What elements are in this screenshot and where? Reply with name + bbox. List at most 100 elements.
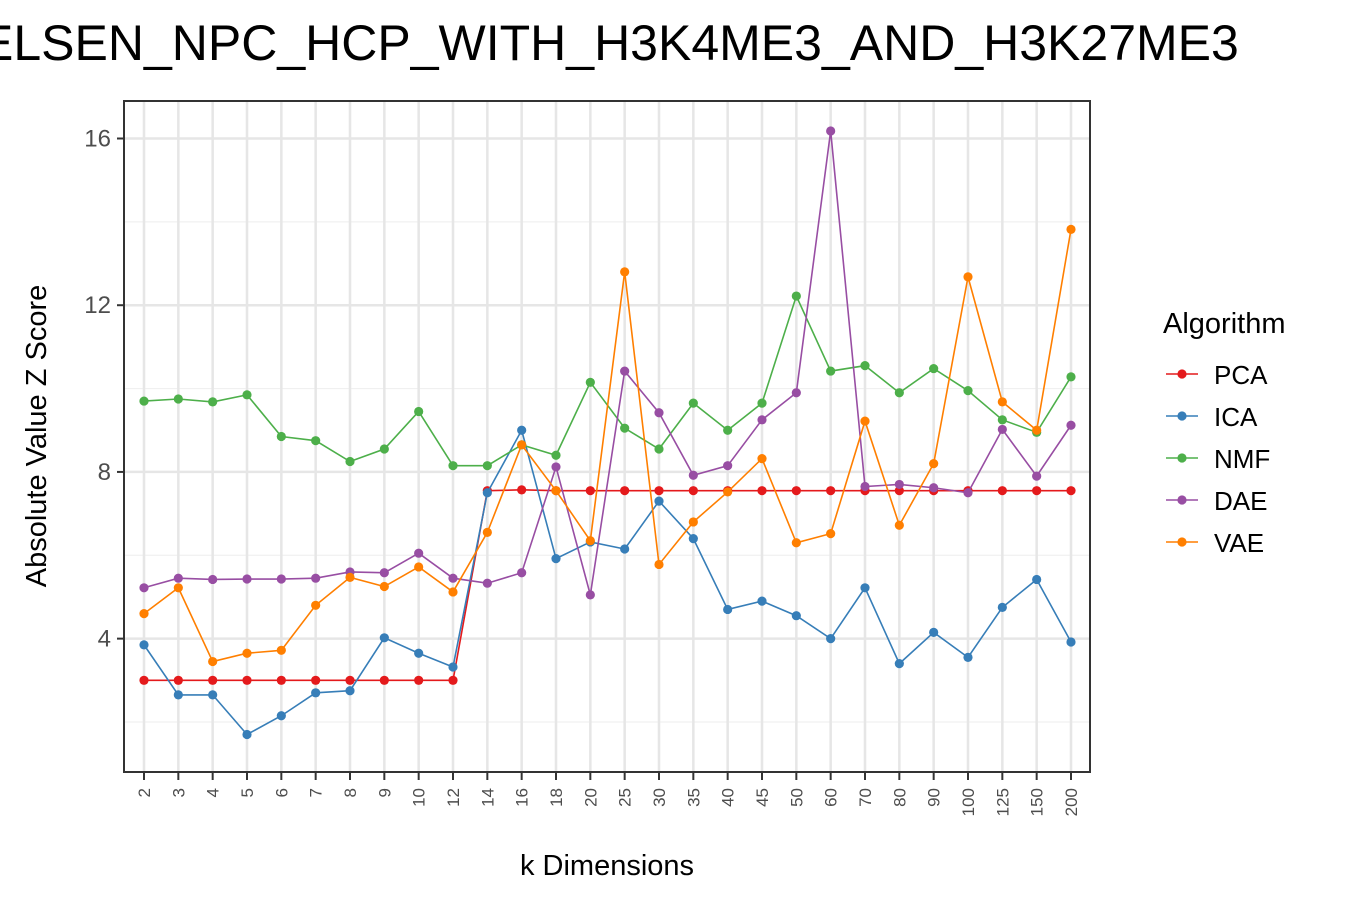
data-point-vae [963,272,973,282]
data-point-dae [448,573,458,583]
data-point-pca [345,675,355,685]
x-tick-label: 20 [581,788,600,807]
data-point-pca [688,486,698,496]
x-tick-label: 6 [272,788,291,797]
data-point-nmf [791,291,801,301]
series-line-ica [143,428,1072,736]
data-point-ica [414,648,424,658]
x-tick-label: 12 [444,788,463,807]
x-tick-label: 40 [719,788,738,807]
data-point-ica [997,602,1007,612]
data-point-ica [723,604,733,615]
data-point-pca [997,486,1007,496]
y-tick-label: 16 [84,126,111,153]
data-point-ica [791,611,801,621]
data-point-vae [1066,224,1076,234]
data-point-nmf [620,423,630,433]
data-point-pca [791,486,801,496]
x-tick-label: 35 [684,788,703,807]
data-point-nmf [139,396,149,406]
data-point-vae [173,583,183,593]
data-point-pca [654,486,664,496]
data-point-pca [139,675,149,685]
x-tick-label: 80 [890,788,909,807]
x-tick-label: 14 [478,788,497,807]
series-line-vae [143,229,1072,663]
data-point-nmf [1066,372,1076,382]
plot-panel-border [123,100,1091,773]
data-point-pca [173,675,183,685]
data-point-vae [448,587,458,597]
data-point-dae [826,126,836,136]
data-point-ica [826,634,836,644]
x-tick-label: 2 [135,788,154,797]
data-point-ica [1032,574,1042,585]
data-point-pca [208,675,218,685]
data-point-nmf [894,388,904,398]
data-point-vae [276,645,286,655]
data-point-dae [551,462,561,472]
data-point-vae [860,416,870,426]
x-tick-label: 60 [822,788,841,807]
x-tick-label: 18 [547,788,566,807]
legend: Algorithm PCA ICA NMF DAE VAE [1163,308,1286,558]
data-point-dae [517,568,527,578]
data-point-nmf [929,363,939,374]
data-point-dae [791,388,801,398]
data-point-dae [997,424,1007,435]
data-point-nmf [311,436,321,446]
data-point-vae [585,536,595,546]
data-point-vae [379,581,389,592]
data-point-vae [242,648,252,658]
data-point-vae [688,517,698,527]
data-point-ica [860,583,870,593]
data-point-dae [654,408,664,418]
data-point-ica [345,686,355,696]
x-tick-label: 90 [925,788,944,807]
data-point-nmf [345,456,355,467]
data-point-nmf [654,444,664,454]
series-line-pca [144,489,1071,682]
data-point-nmf [276,431,286,442]
data-point-vae [517,440,527,450]
legend-key-point [1177,537,1187,547]
data-point-ica [894,659,904,669]
series-dae [139,126,1076,600]
series-line-dae [143,130,1072,596]
data-point-dae [482,578,492,588]
data-point-vae [1032,425,1042,435]
x-tick-label: 7 [307,788,326,797]
data-point-pca [276,675,286,685]
x-axis: 2 3 4 5 6 7 8 9 10 12 14 16 18 20 25 30 35 40 45 50 60 70 80 90… [135,772,1081,816]
legend-label: DAE [1214,486,1267,516]
data-point-ica [242,729,252,740]
data-point-ica [551,554,561,564]
data-point-pca [585,486,595,496]
data-point-pca [242,675,252,685]
x-tick-label: 45 [753,788,772,807]
chart-title-text: ELSEN_NPC_HCP_WITH_H3K4ME3_AND_H3K27ME3 [0,15,1239,71]
data-point-nmf [860,361,870,371]
data-point-pca [1066,486,1076,496]
legend-title: Algorithm [1163,308,1286,340]
data-point-vae [139,609,149,619]
data-point-vae [929,458,939,469]
x-tick-label: 70 [856,788,875,807]
data-point-dae [585,590,595,600]
data-point-dae [860,481,870,492]
x-tick-label: 200 [1062,788,1081,816]
data-point-ica [1066,637,1076,647]
x-tick-label: 9 [375,788,394,797]
data-point-vae [826,529,836,539]
data-point-ica [173,690,183,700]
data-point-nmf [414,406,424,417]
x-tick-label: 50 [787,788,806,807]
data-point-dae [414,548,424,558]
data-point-dae [1066,420,1076,430]
data-point-ica [654,496,664,506]
data-point-ica [482,488,492,498]
data-point-pca [1032,486,1042,496]
data-point-dae [139,583,149,593]
data-point-nmf [551,450,561,460]
legend-item-ica: ICA [1166,402,1258,432]
